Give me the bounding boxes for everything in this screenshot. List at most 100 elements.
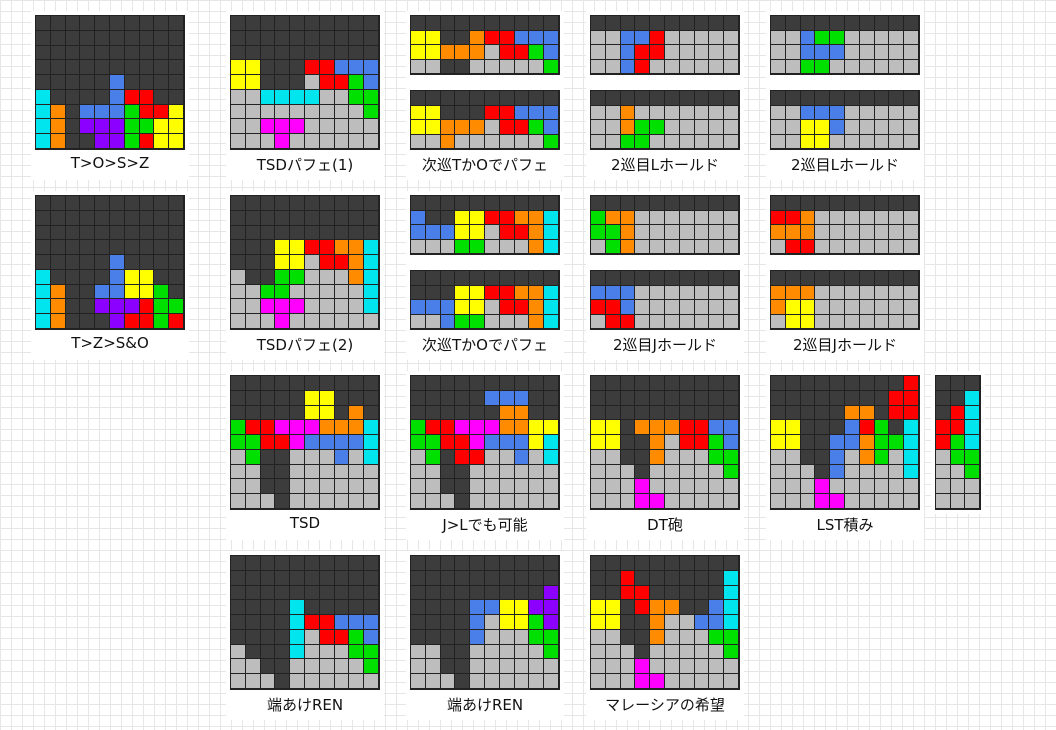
board-cell bbox=[514, 629, 530, 645]
board-cell bbox=[455, 479, 471, 495]
board-cell bbox=[50, 299, 66, 315]
board-cell bbox=[275, 435, 291, 450]
board-cell bbox=[845, 105, 860, 120]
board-cell bbox=[499, 91, 515, 106]
board-cell bbox=[709, 271, 725, 286]
board-cell bbox=[95, 89, 110, 105]
board-cell bbox=[815, 196, 831, 211]
board-cell bbox=[800, 16, 816, 31]
board-cell bbox=[950, 390, 966, 406]
board-cell bbox=[260, 615, 276, 630]
board-cell bbox=[440, 210, 456, 225]
board-cell bbox=[95, 134, 110, 149]
board-cell bbox=[470, 105, 485, 120]
board-cell bbox=[65, 314, 81, 329]
board-cell bbox=[349, 674, 365, 689]
board-cell bbox=[349, 644, 365, 660]
board-cell bbox=[605, 390, 621, 406]
board-cell bbox=[529, 271, 545, 286]
board-cell bbox=[499, 300, 515, 315]
board-cell bbox=[529, 570, 545, 586]
board-cell bbox=[874, 405, 890, 421]
board-cell bbox=[65, 89, 81, 105]
board-cell bbox=[290, 284, 305, 300]
board-cell bbox=[635, 210, 651, 225]
board-cell bbox=[36, 104, 51, 120]
board-cell bbox=[620, 435, 636, 450]
board-cell bbox=[605, 464, 621, 480]
board-cell bbox=[411, 271, 426, 286]
board-cell bbox=[364, 600, 379, 616]
board-cell bbox=[845, 435, 860, 450]
board-cell bbox=[425, 615, 441, 630]
board-cell bbox=[544, 390, 559, 406]
board-cell bbox=[231, 75, 246, 90]
board-cell bbox=[724, 449, 739, 465]
board-cell bbox=[771, 420, 786, 436]
board-cell bbox=[936, 479, 951, 495]
board-cell bbox=[231, 556, 246, 571]
board-cell bbox=[771, 239, 786, 254]
board-cell bbox=[650, 449, 665, 465]
board-cell bbox=[275, 134, 291, 149]
board-cell bbox=[139, 314, 155, 329]
board-cell bbox=[364, 45, 379, 61]
board-cell bbox=[290, 570, 305, 586]
board-cell bbox=[591, 585, 606, 601]
board-cell bbox=[334, 449, 350, 465]
board-cell bbox=[455, 30, 471, 45]
board-cell bbox=[709, 556, 725, 571]
board-cell bbox=[785, 239, 801, 254]
board-cell bbox=[305, 376, 320, 391]
board-cell bbox=[169, 255, 184, 270]
board-cell bbox=[499, 644, 515, 660]
board-cell bbox=[110, 16, 125, 31]
board-cell bbox=[411, 629, 426, 645]
board-cell bbox=[665, 45, 680, 60]
board-cell bbox=[950, 464, 966, 480]
board-cell bbox=[620, 629, 636, 645]
board-cell bbox=[845, 479, 860, 495]
board-cell bbox=[785, 134, 801, 149]
board-cell bbox=[290, 196, 305, 211]
board-cell bbox=[665, 600, 680, 616]
board-cell bbox=[605, 59, 621, 74]
board-cell bbox=[724, 30, 739, 45]
board-cell bbox=[154, 299, 170, 315]
board-cell bbox=[305, 60, 320, 76]
board-cell bbox=[411, 390, 426, 406]
board-cell bbox=[845, 30, 860, 45]
board-cell bbox=[904, 390, 919, 406]
board-cell bbox=[470, 16, 485, 31]
board-cell bbox=[470, 585, 485, 601]
board-cell bbox=[124, 240, 140, 256]
board-cell bbox=[635, 556, 651, 571]
board-cell bbox=[319, 644, 335, 660]
board-cell bbox=[694, 225, 710, 240]
board-cell bbox=[411, 570, 426, 586]
board-cell bbox=[679, 674, 695, 689]
board-cell bbox=[830, 120, 845, 135]
board-cell bbox=[815, 105, 831, 120]
board-cell bbox=[724, 134, 739, 149]
board-cell bbox=[50, 89, 66, 105]
board-cell bbox=[411, 59, 426, 74]
board-cell bbox=[110, 89, 125, 105]
board-cell bbox=[305, 464, 320, 480]
board-cell bbox=[965, 464, 980, 480]
board-cell bbox=[679, 105, 695, 120]
board-cell bbox=[544, 479, 559, 495]
board-cell bbox=[305, 585, 320, 601]
board-cell bbox=[364, 299, 379, 315]
board-cell bbox=[334, 314, 350, 329]
board-cell bbox=[650, 390, 665, 406]
board-cell bbox=[771, 390, 786, 406]
board-cell bbox=[800, 390, 816, 406]
board-cell bbox=[889, 285, 905, 300]
board-cell bbox=[139, 119, 155, 135]
board-cell bbox=[411, 585, 426, 601]
board-cell bbox=[889, 435, 905, 450]
board-cell bbox=[169, 104, 184, 120]
board-cell bbox=[275, 479, 291, 495]
board-cell bbox=[290, 615, 305, 630]
